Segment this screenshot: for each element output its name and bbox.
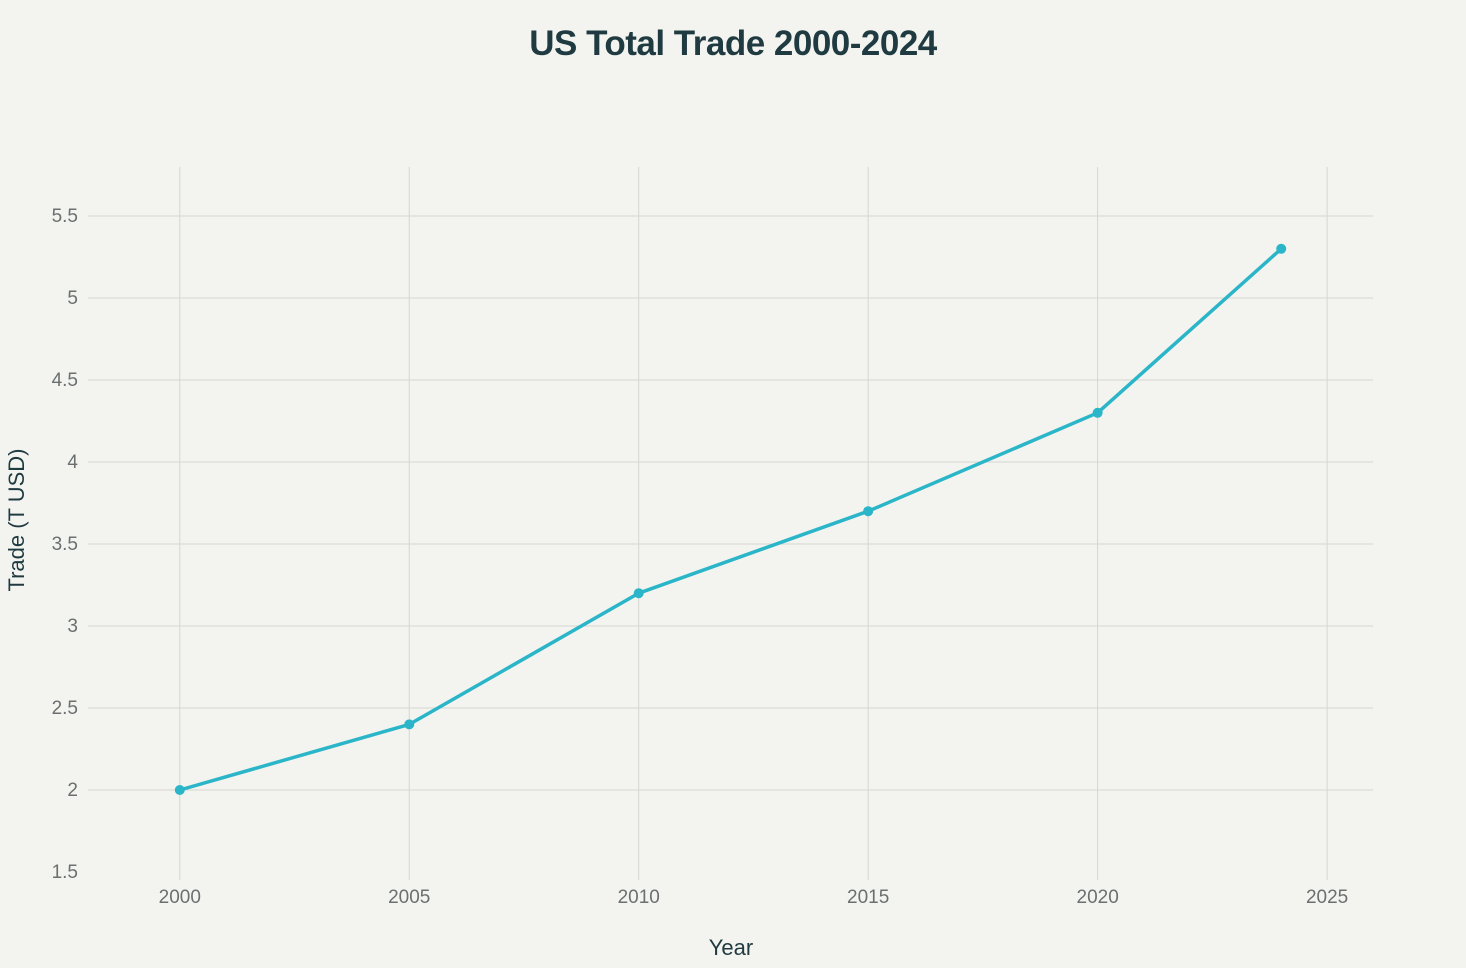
y-tick-label-2: 2 bbox=[67, 780, 78, 801]
y-tick-label-4: 4 bbox=[67, 452, 78, 473]
x-tick-label-2000: 2000 bbox=[159, 887, 201, 908]
data-point-2015 bbox=[863, 506, 874, 517]
data-point-2010 bbox=[633, 588, 644, 599]
y-tick-label-5.5: 5.5 bbox=[52, 206, 78, 227]
x-tick-label-2015: 2015 bbox=[847, 887, 889, 908]
series-line-0 bbox=[178, 247, 1283, 792]
x-tick-label-2025: 2025 bbox=[1306, 887, 1348, 908]
x-tick-label-2005: 2005 bbox=[388, 887, 430, 908]
data-point-2005 bbox=[404, 719, 415, 730]
y-tick-label-5: 5 bbox=[67, 288, 78, 309]
x-axis-title: Year bbox=[709, 935, 753, 960]
x-gridlines bbox=[179, 167, 1328, 880]
x-tick-label-2010: 2010 bbox=[618, 887, 660, 908]
series-group bbox=[174, 243, 1287, 795]
y-gridlines bbox=[88, 215, 1373, 791]
x-tick-label-2020: 2020 bbox=[1077, 887, 1119, 908]
y-tick-label-2.5: 2.5 bbox=[52, 698, 78, 719]
chart-title: US Total Trade 2000-2024 bbox=[529, 24, 937, 63]
data-point-2024 bbox=[1276, 243, 1287, 254]
y-axis-title: Trade (T USD) bbox=[4, 448, 29, 591]
y-tick-label-3.5: 3.5 bbox=[52, 534, 78, 555]
x-tick-labels: 2000 2005 2010 2015 2020 2025 bbox=[159, 887, 1349, 908]
y-tick-label-3: 3 bbox=[67, 616, 78, 637]
y-tick-label-1.5: 1.5 bbox=[52, 862, 78, 883]
y-tick-labels: 1.5 2 2.5 3 3.5 4 4.5 5 5.5 bbox=[52, 206, 79, 883]
data-point-2020 bbox=[1092, 407, 1103, 418]
data-point-2000 bbox=[174, 785, 185, 795]
y-tick-label-4.5: 4.5 bbox=[52, 370, 78, 391]
